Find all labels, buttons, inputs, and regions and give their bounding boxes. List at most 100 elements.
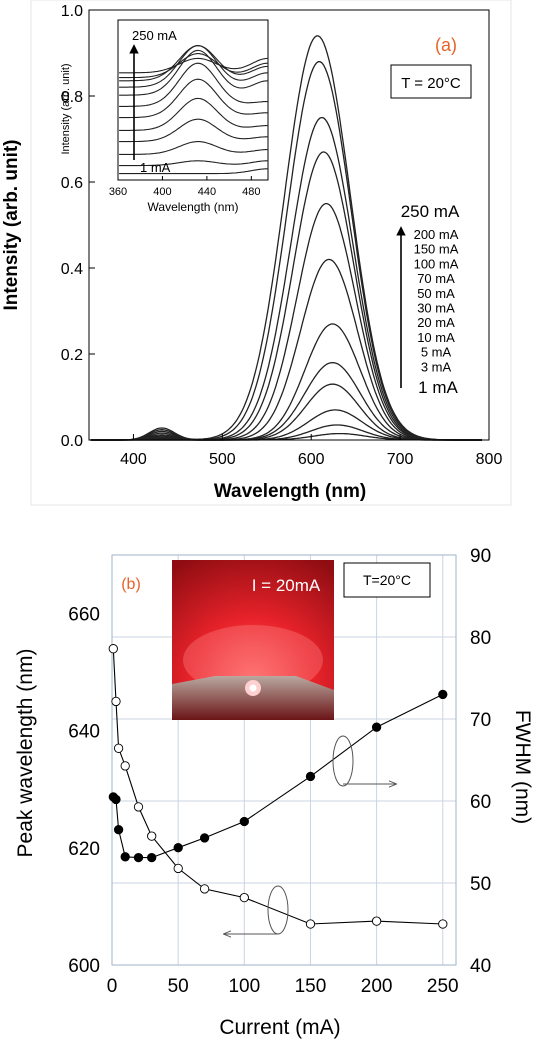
panel-b-x-tick-label: 200 — [361, 976, 393, 997]
panel-b-y2-tick-label: 80 — [470, 628, 491, 649]
panel-a-frame — [30, 0, 512, 506]
peak-wavelength-point — [371, 916, 382, 926]
panel-b-y-tick-label: 600 — [68, 956, 100, 977]
panel-b-y2-axis-label: FWHM (nm) — [511, 710, 534, 824]
inset-plot-area — [117, 19, 269, 181]
panel-a-x-axis-label: Wavelength (nm) — [214, 481, 366, 502]
peak-series-marker — [267, 885, 289, 935]
panel-b-x-tick-label: 100 — [228, 976, 260, 997]
inset-spectrum-line — [119, 57, 268, 74]
current-label: 200 mA — [414, 227, 459, 242]
inset-spectrum-line — [119, 168, 268, 175]
panel-a-y-tick-label: 0.4 — [61, 261, 83, 278]
panel-b-x-tick-label: 250 — [427, 976, 459, 997]
fwhm-point — [111, 794, 121, 805]
fwhm-point — [113, 825, 124, 835]
inset-spectrum-line — [119, 141, 268, 155]
inset-chart: 360 400 440 480 Intensity (arb. unit) Wavel… — [60, 19, 269, 214]
fwhm-point — [199, 833, 210, 843]
panel-b-x-tick-label: 150 — [295, 976, 327, 997]
fwhm-point — [305, 771, 316, 782]
current-label: 50 mA — [417, 286, 455, 301]
fwhm-point — [173, 843, 183, 853]
fwhm-point — [438, 689, 448, 700]
panel-a-y-tick-label: 0.6 — [61, 175, 83, 192]
panel-a-chart: 400 500 600 700 800 0.0 0.2 0.4 0.6 0.8 1.0 Intens… — [1, 0, 512, 506]
panel-a-curves — [90, 35, 482, 441]
fwhm-line — [112, 693, 444, 859]
current-label: 30 mA — [417, 301, 455, 316]
panel-b-y2-tick-label: 60 — [470, 792, 491, 813]
peak-wavelength-point — [199, 884, 210, 894]
panel-a-y-tick-label: 0.8 — [61, 89, 83, 106]
inset-spectrum-line — [119, 49, 268, 96]
panel-b-y-tick-label: 660 — [68, 605, 100, 626]
panel-b-plot-area — [111, 554, 457, 966]
panel-a-y-tick-label: 0.2 — [61, 347, 83, 364]
panel-b-y2-tick-label: 90 — [470, 546, 491, 567]
inset-x-axis-label: Wavelength (nm) — [148, 200, 239, 214]
current-label-1: 1 mA — [418, 378, 458, 397]
current-label: 10 mA — [417, 330, 455, 345]
fwhm-point — [133, 852, 144, 863]
led-photo: I = 20mA — [172, 560, 334, 720]
fwhm-point — [239, 816, 249, 827]
photo-current-label: I = 20mA — [252, 576, 321, 595]
panel-b-y-tick-label: 620 — [68, 839, 100, 860]
temperature-label: T = 20°C — [401, 75, 461, 92]
inset-spectrum-line — [119, 45, 268, 82]
panel-b-y2-tick-label: 40 — [470, 956, 491, 977]
current-label-250: 250 mA — [401, 202, 460, 221]
spectrum-line — [90, 35, 482, 441]
peak-wavelength-point — [438, 919, 448, 929]
inset-y-axis-label: Intensity (arb. unit) — [60, 63, 72, 154]
inset-spectrum-line — [119, 160, 268, 167]
current-label: 5 mA — [421, 345, 452, 360]
peak-wavelength-point — [173, 863, 183, 874]
inset-x-tick-label: 440 — [198, 186, 216, 198]
panel-a-label: (a) — [435, 35, 457, 55]
peak-wavelength-point — [147, 831, 157, 841]
fwhm-point — [120, 852, 130, 862]
panel-a-x-tick-label: 600 — [298, 451, 325, 468]
inset-spectrum-line — [119, 97, 268, 131]
peak-wavelength-point — [305, 919, 316, 929]
inset-spectrum-line — [119, 78, 268, 119]
panel-a-y-tick-label: 1.0 — [61, 3, 83, 20]
panel-b-y-tick-label: 640 — [68, 722, 100, 743]
inset-label-1: 1 mA — [140, 160, 171, 175]
peak-wavelength-point — [133, 802, 144, 812]
current-label: 100 mA — [414, 256, 459, 271]
panel-b-x-axis-label: Current (mA) — [219, 1016, 340, 1039]
panel-a-x-tick-label: 500 — [209, 451, 236, 468]
panel-a-x-tick-label: 400 — [120, 451, 147, 468]
current-label: 20 mA — [417, 315, 455, 330]
current-label: 3 mA — [421, 359, 452, 374]
panel-a-x-tick-label: 700 — [387, 451, 414, 468]
temperature-box-b — [343, 562, 431, 598]
temperature-label-b: T=20°C — [363, 572, 411, 588]
fwhm-point — [147, 852, 157, 863]
inset-spectrum-line — [119, 62, 268, 107]
peak-wavelength-point — [239, 892, 249, 903]
inset-label-250: 250 mA — [132, 28, 177, 43]
fwhm-series-marker — [332, 735, 354, 787]
inset-spectrum-line — [119, 118, 268, 143]
inset-curves — [119, 45, 268, 175]
panel-b-series — [108, 644, 448, 929]
peak-wavelength-point — [111, 696, 121, 707]
inset-x-tick-label: 400 — [153, 186, 171, 198]
panel-b-x-tick-label: 50 — [168, 976, 189, 997]
inset-spectrum-line — [119, 53, 268, 79]
panel-a-y-tick-label: 0.0 — [61, 433, 83, 450]
panel-a-x-tick-label: 800 — [476, 451, 503, 468]
current-label: 150 mA — [414, 242, 459, 257]
fwhm-point — [371, 722, 382, 732]
panel-b-y2-tick-label: 50 — [470, 874, 491, 895]
peak-wavelength-point — [113, 743, 124, 753]
panel-b-y-axis-label: Peak wavelength (nm) — [14, 649, 37, 858]
peak-wavelength-point — [120, 761, 130, 771]
panel-b-chart: 0 50 100 150 200 250600620640660405060708090 … — [14, 546, 534, 1039]
